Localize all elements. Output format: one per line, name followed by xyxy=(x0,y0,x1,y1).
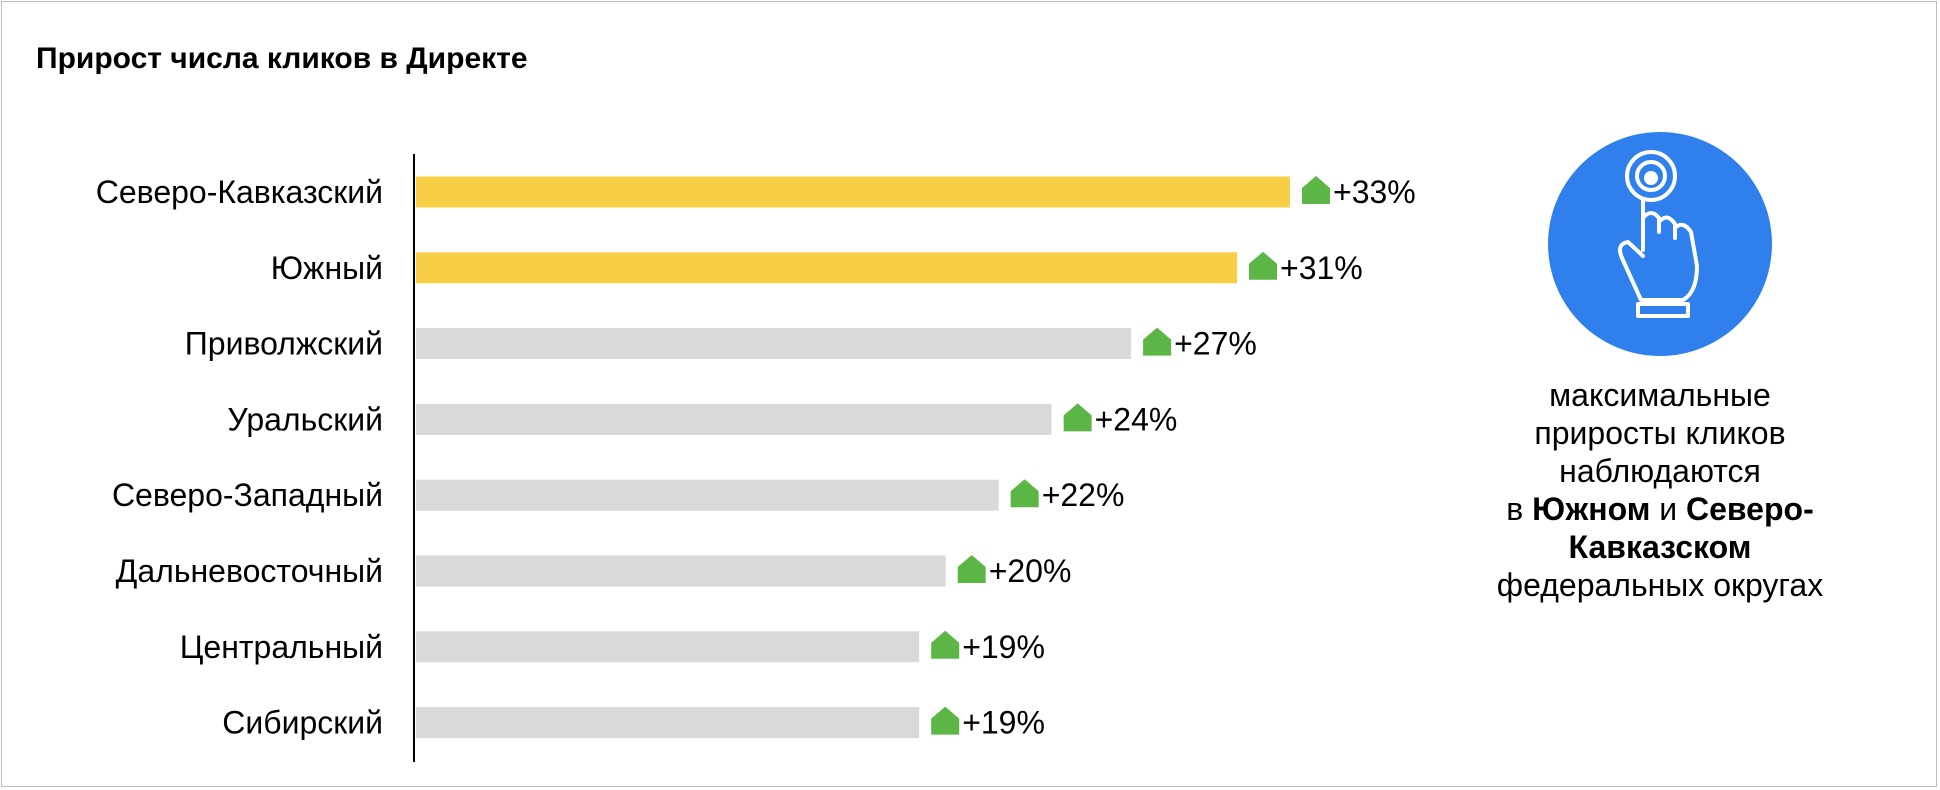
callout-line: приросты кликов xyxy=(1534,415,1786,451)
category-label: Южный xyxy=(271,250,383,286)
up-arrow-icon xyxy=(957,555,986,583)
category-label: Центральный xyxy=(180,629,383,665)
value-label: +20% xyxy=(989,553,1072,589)
category-label: Сибирский xyxy=(222,705,383,741)
value-label: +22% xyxy=(1042,477,1125,513)
value-label: +31% xyxy=(1280,250,1363,286)
category-label: Уральский xyxy=(227,401,383,437)
up-arrow-icon xyxy=(1302,176,1330,204)
tap-hand-icon xyxy=(1548,132,1772,356)
callout-line: наблюдаются xyxy=(1559,453,1761,489)
callout-line: Кавказском xyxy=(1568,529,1752,565)
value-label: +24% xyxy=(1095,401,1178,437)
chart-title: Прирост числа кликов в Директе xyxy=(36,42,528,75)
value-label: +19% xyxy=(962,629,1045,665)
value-label: +33% xyxy=(1333,174,1416,210)
bar-2 xyxy=(416,252,1237,284)
up-arrow-icon xyxy=(1143,327,1172,356)
callout-line: федеральных округах xyxy=(1496,567,1824,603)
bar-6 xyxy=(416,555,946,587)
bar-1 xyxy=(416,176,1290,208)
up-arrow-icon xyxy=(1010,479,1039,508)
bar-4 xyxy=(416,403,1052,435)
category-label: Приволжский xyxy=(185,326,383,362)
bar-7 xyxy=(416,631,920,663)
value-label: +27% xyxy=(1174,326,1257,362)
up-arrow-icon xyxy=(931,630,960,659)
up-arrow-icon xyxy=(931,706,960,735)
up-arrow-icon xyxy=(1063,403,1092,432)
callout-line: в Южном и Северо- xyxy=(1506,491,1814,527)
category-label: Дальневосточный xyxy=(116,553,383,589)
category-label: Северо-Западный xyxy=(112,477,383,513)
bar-8 xyxy=(416,707,920,739)
bar-5 xyxy=(416,479,999,511)
category-label: Северо-Кавказский xyxy=(96,174,383,210)
bar-3 xyxy=(416,328,1132,360)
up-arrow-icon xyxy=(1249,251,1278,280)
callout-text: максимальные приросты кликов наблюдаются… xyxy=(1440,376,1880,604)
value-label: +19% xyxy=(962,705,1045,741)
callout-line: максимальные xyxy=(1549,377,1771,413)
